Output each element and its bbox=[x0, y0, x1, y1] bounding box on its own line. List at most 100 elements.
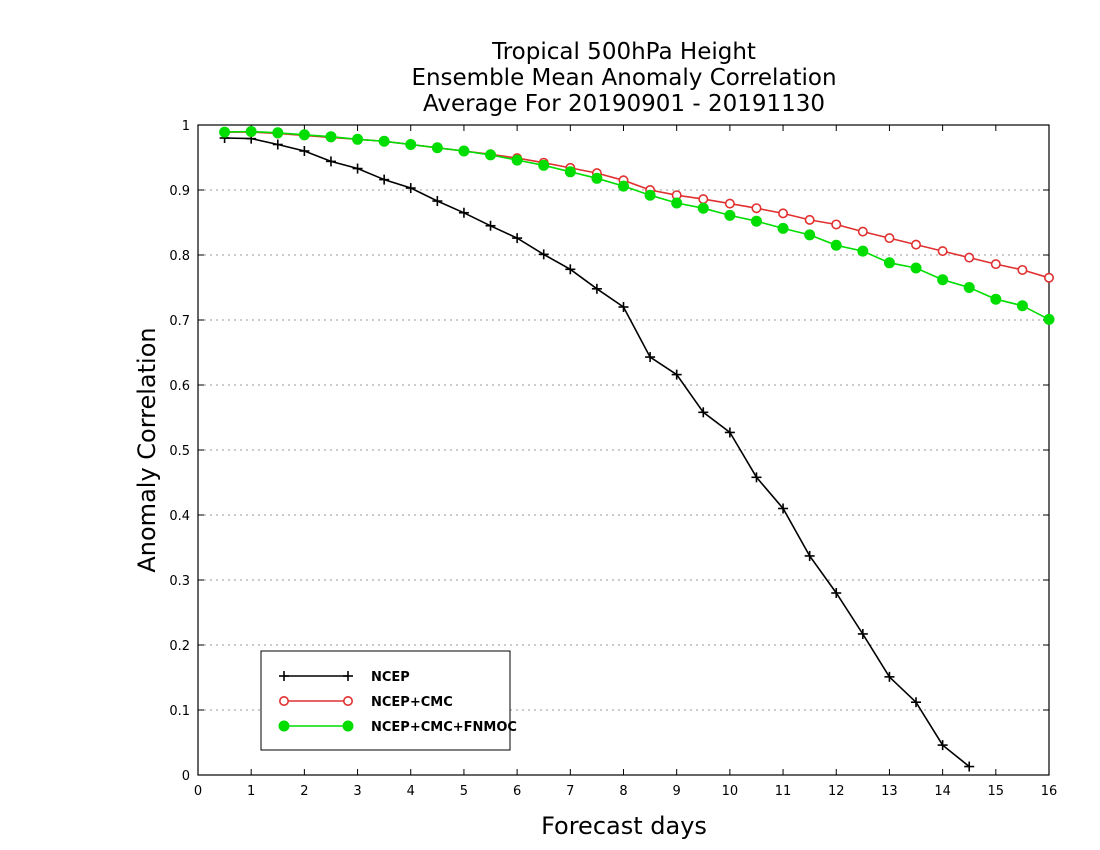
data-point-ncep-cmc-fnmoc bbox=[272, 127, 284, 139]
legend-marker-start bbox=[278, 720, 290, 732]
x-tick-label: 14 bbox=[934, 784, 951, 799]
data-point-ncep-cmc-fnmoc bbox=[750, 215, 762, 227]
data-point-ncep-cmc-fnmoc bbox=[937, 274, 949, 286]
data-point-ncep-cmc-fnmoc bbox=[777, 222, 789, 234]
data-point-ncep-cmc-fnmoc bbox=[883, 257, 895, 269]
chart-title-line-2: Ensemble Mean Anomaly Correlation bbox=[411, 65, 836, 91]
data-point-ncep-cmc-fnmoc bbox=[245, 126, 257, 137]
x-tick-label: 6 bbox=[513, 784, 521, 799]
data-point-ncep bbox=[778, 503, 789, 514]
y-axis: 0 0.1 0.2 0.3 0.4 0.5 0.6 0.7 0.8 0.9 1 bbox=[169, 119, 1049, 784]
data-point-ncep-cmc-fnmoc bbox=[511, 154, 523, 166]
data-point-ncep-cmc bbox=[778, 208, 789, 219]
data-point-ncep bbox=[512, 233, 523, 244]
data-point-ncep-cmc bbox=[857, 226, 868, 237]
data-point-ncep-cmc-fnmoc bbox=[724, 209, 736, 221]
series-ncep-cmc-fnmoc bbox=[219, 126, 1055, 325]
legend-item-ncep-cmc-fnmoc: NCEP+CMC+FNMOC bbox=[278, 720, 517, 735]
x-tick-label: 10 bbox=[722, 784, 739, 799]
data-point-ncep bbox=[964, 761, 975, 772]
data-point-ncep-cmc bbox=[911, 239, 922, 250]
y-tick-label: 1 bbox=[182, 119, 190, 134]
legend-marker-start bbox=[279, 671, 289, 681]
x-tick-label: 15 bbox=[988, 784, 1005, 799]
data-point-ncep bbox=[379, 174, 390, 185]
data-point-ncep bbox=[884, 671, 895, 682]
x-tick-label: 3 bbox=[353, 784, 361, 799]
data-point-ncep-cmc bbox=[831, 219, 842, 230]
data-point-ncep bbox=[857, 628, 868, 639]
data-point-ncep bbox=[432, 196, 443, 207]
data-point-ncep-cmc-fnmoc bbox=[458, 145, 470, 157]
chart-title-line-3: Average For 20190901 - 20191130 bbox=[423, 91, 825, 117]
x-axis-label: Forecast days bbox=[541, 812, 707, 840]
series-ncep bbox=[219, 133, 975, 772]
y-tick-label: 0.8 bbox=[169, 249, 190, 264]
legend-label: NCEP+CMC+FNMOC bbox=[371, 720, 517, 735]
series-lines bbox=[219, 126, 1055, 772]
data-point-ncep-cmc bbox=[751, 203, 762, 214]
chart-title-line-1: Tropical 500hPa Height bbox=[491, 39, 756, 65]
data-point-ncep-cmc bbox=[724, 198, 735, 209]
data-point-ncep bbox=[937, 740, 948, 751]
data-point-ncep-cmc-fnmoc bbox=[857, 245, 869, 257]
legend-label: NCEP bbox=[371, 670, 410, 685]
data-point-ncep bbox=[458, 207, 469, 218]
data-point-ncep-cmc bbox=[1017, 264, 1028, 275]
legend-marker-end bbox=[343, 671, 353, 681]
data-point-ncep-cmc-fnmoc bbox=[538, 159, 550, 171]
data-point-ncep-cmc-fnmoc bbox=[1043, 313, 1055, 325]
y-gridlines bbox=[198, 124, 1049, 711]
y-tick-label: 0.3 bbox=[169, 574, 190, 589]
y-tick-label: 0 bbox=[182, 769, 190, 784]
y-tick-label: 0.5 bbox=[169, 444, 190, 459]
data-point-ncep-cmc bbox=[804, 214, 815, 225]
series-line-ncep-cmc bbox=[224, 131, 1050, 279]
y-tick-label: 0.6 bbox=[169, 379, 190, 394]
data-point-ncep bbox=[804, 550, 815, 561]
data-point-ncep-cmc-fnmoc bbox=[671, 197, 683, 209]
legend-item-ncep-cmc: NCEP+CMC bbox=[278, 695, 453, 710]
data-point-ncep bbox=[618, 302, 629, 312]
data-point-ncep-cmc-fnmoc bbox=[697, 202, 709, 214]
data-point-ncep bbox=[751, 472, 762, 483]
legend-item-ncep: NCEP bbox=[279, 670, 410, 685]
x-tick-label: 11 bbox=[775, 784, 792, 799]
data-point-ncep bbox=[325, 156, 336, 167]
data-point-ncep-cmc bbox=[1044, 272, 1055, 283]
data-point-ncep bbox=[911, 697, 922, 708]
data-point-ncep bbox=[724, 427, 735, 438]
data-point-ncep-cmc-fnmoc bbox=[990, 293, 1002, 305]
data-point-ncep-cmc bbox=[884, 233, 895, 244]
data-point-ncep bbox=[591, 283, 602, 294]
data-point-ncep-cmc bbox=[964, 252, 975, 263]
y-tick-label: 0.2 bbox=[169, 639, 190, 654]
data-point-ncep bbox=[405, 183, 416, 194]
data-point-ncep-cmc-fnmoc bbox=[325, 131, 337, 143]
data-point-ncep-cmc-fnmoc bbox=[1016, 300, 1028, 312]
data-point-ncep-cmc-fnmoc bbox=[910, 262, 922, 274]
data-point-ncep bbox=[299, 146, 310, 156]
data-point-ncep bbox=[272, 139, 283, 150]
series-line-ncep-cmc-fnmoc bbox=[224, 130, 1050, 321]
data-point-ncep-cmc-fnmoc bbox=[485, 149, 497, 161]
data-point-ncep-cmc-fnmoc bbox=[618, 180, 629, 192]
data-point-ncep-cmc bbox=[990, 259, 1001, 270]
y-tick-label: 0.4 bbox=[169, 509, 190, 524]
data-point-ncep-cmc-fnmoc bbox=[378, 135, 390, 147]
data-point-ncep-cmc-fnmoc bbox=[405, 139, 417, 150]
x-tick-label: 13 bbox=[881, 784, 898, 799]
data-point-ncep-cmc bbox=[698, 194, 709, 205]
x-tick-label: 16 bbox=[1041, 784, 1058, 799]
data-point-ncep-cmc-fnmoc bbox=[963, 282, 975, 293]
data-point-ncep bbox=[671, 369, 682, 380]
legend-marker-start bbox=[278, 695, 289, 706]
data-point-ncep-cmc-fnmoc bbox=[298, 129, 310, 141]
data-point-ncep-cmc bbox=[937, 246, 948, 257]
data-point-ncep-cmc-fnmoc bbox=[830, 239, 842, 251]
x-tick-label: 9 bbox=[673, 784, 681, 799]
x-tick-label: 4 bbox=[407, 784, 415, 799]
y-tick-label: 0.1 bbox=[169, 704, 190, 719]
